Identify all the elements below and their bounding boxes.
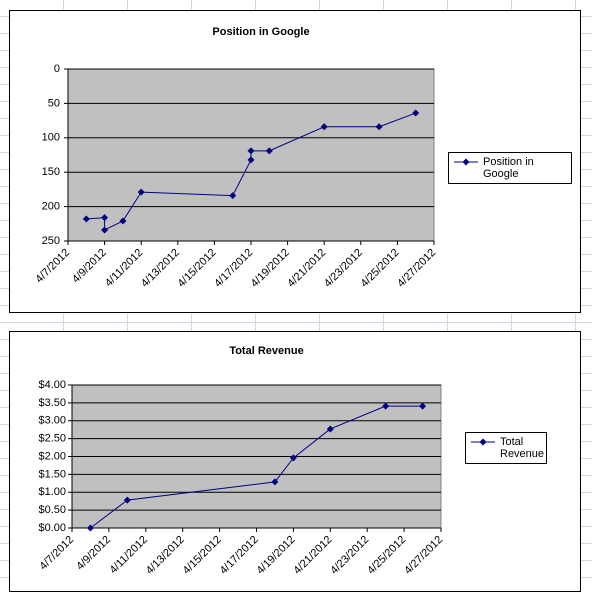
y-tick-label: $3.50 [38,397,66,409]
y-tick-label: 200 [42,201,60,213]
data-point [86,524,94,532]
data-point [137,188,145,196]
chart-title: Position in Google [212,26,309,38]
y-tick-label: $3.00 [38,415,66,427]
legend-label: Position in Google [483,156,534,180]
y-tick-label: 100 [42,132,60,144]
legend: Position in Google [448,152,572,184]
y-tick-label: 50 [48,97,60,109]
legend-swatch [454,158,478,166]
legend-swatch [471,438,495,446]
data-point [375,123,383,131]
data-point [382,402,390,410]
data-point [419,402,427,410]
legend: Total Revenue [465,432,547,464]
legend-label: Total Revenue [500,436,545,460]
data-point [119,217,127,225]
data-point [289,454,297,462]
y-tick-label: 150 [42,166,60,178]
data-point [82,215,90,223]
data-point [271,478,279,486]
data-point [247,147,255,155]
data-point [229,192,237,200]
data-point [247,156,255,164]
y-tick-label: $1.50 [38,468,66,480]
y-tick-label: $0.50 [38,504,66,516]
y-tick-label: $2.50 [38,433,66,445]
legend-marker [479,438,487,446]
data-point [326,425,334,433]
y-tick-label: $0.00 [38,522,66,534]
y-tick-label: $2.00 [38,450,66,462]
data-point [320,123,328,131]
y-tick-label: 0 [54,63,60,75]
y-tick-label: $1.00 [38,486,66,498]
legend-marker [462,158,470,166]
chart-title: Total Revenue [229,345,303,357]
y-tick-label: $4.00 [38,379,66,391]
data-point [101,214,109,222]
data-point [265,147,273,155]
data-point [123,496,131,504]
data-point [101,226,109,234]
data-point [412,109,420,117]
y-tick-label: 250 [42,235,60,247]
